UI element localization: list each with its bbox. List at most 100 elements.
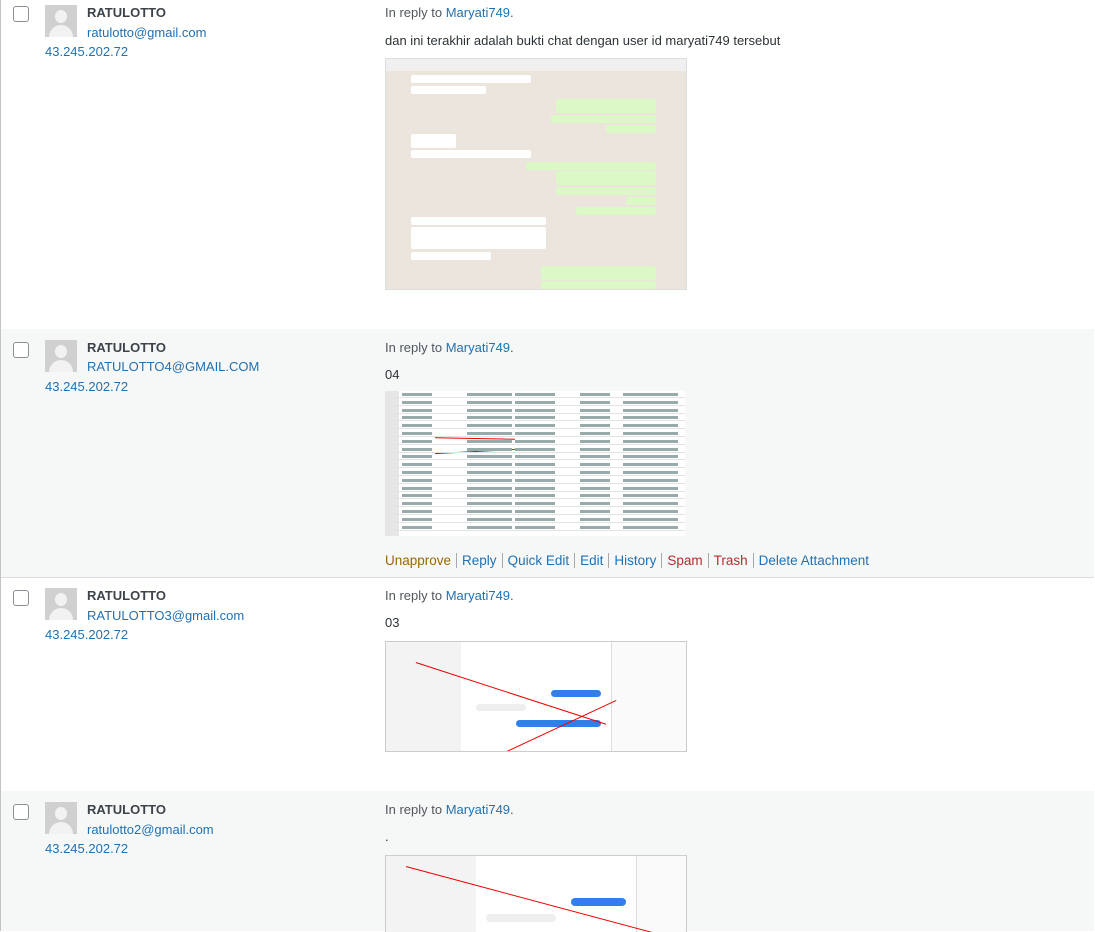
image-detail [402,455,432,459]
row-action[interactable]: Spam [661,553,708,568]
row-action[interactable]: Delete Attachment [752,553,874,568]
attachment-image[interactable] [385,855,687,932]
image-detail [623,393,678,396]
image-detail [580,393,610,396]
image-detail [515,471,555,474]
reply-info: In reply to Maryati749. [385,802,514,818]
image-detail [515,486,555,490]
row-action[interactable]: History [608,553,662,568]
image-detail [467,393,512,396]
image-detail [385,521,685,523]
image-detail [580,439,610,443]
row-action[interactable]: Edit [574,553,609,568]
image-detail [623,502,678,506]
image-detail [580,416,610,420]
row-action[interactable]: Trash [707,553,753,568]
reply-link[interactable]: Maryati749 [445,5,511,20]
image-detail [402,393,432,396]
row-action[interactable]: Reply [456,553,502,568]
reply-end: . [510,5,514,20]
image-detail [515,447,555,451]
author-name: RATULOTTO [87,588,166,603]
image-detail [402,463,432,467]
image-detail [623,416,678,420]
image-detail [385,506,685,508]
image-detail [515,478,555,482]
author-email[interactable]: ratulotto@gmail.com [87,25,207,40]
image-detail [580,408,610,412]
image-detail [580,517,610,521]
attachment-image[interactable] [385,641,687,752]
image-detail [580,486,610,490]
author-ip[interactable]: 43.245.202.72 [45,379,129,394]
reply-info: In reply to Maryati749. [385,588,514,604]
image-detail [467,447,512,451]
attachment-image[interactable] [385,58,687,290]
checkbox[interactable] [13,6,29,22]
row-action[interactable]: Quick Edit [501,553,575,568]
checkbox[interactable] [13,590,29,606]
author-email[interactable]: RATULOTTO3@gmail.com [87,608,245,623]
image-detail [580,400,610,404]
author-ip[interactable]: 43.245.202.72 [45,841,129,856]
image-detail [623,510,678,513]
image-detail [580,463,610,467]
avatar [45,588,77,620]
checkbox[interactable] [13,804,29,820]
image-detail [402,447,432,451]
author-email[interactable]: RATULOTTO4@GMAIL.COM [87,359,260,374]
image-detail [515,510,555,513]
image-detail [623,494,678,498]
reply-link[interactable]: Maryati749 [445,588,511,603]
comment-row: RATULOTTO ratulotto2@gmail.com 43.245.20… [0,791,1094,932]
row-action[interactable]: Unapprove [385,553,452,568]
image-detail [515,408,555,412]
image-detail [623,424,678,428]
image-detail [623,400,678,404]
image-detail [580,447,610,451]
reply-link[interactable]: Maryati749 [445,340,511,355]
attachment-image[interactable] [385,391,685,536]
image-detail [385,443,685,445]
image-detail [623,439,678,443]
image-detail [623,463,678,467]
reply-link[interactable]: Maryati749 [445,802,511,817]
image-detail [580,502,610,506]
reply-end: . [510,340,514,355]
author-name: RATULOTTO [87,5,166,20]
author-email[interactable]: ratulotto2@gmail.com [87,822,214,837]
image-detail [467,439,512,443]
reply-info: In reply to Maryati749. [385,5,514,21]
image-detail [467,517,512,521]
image-detail [385,412,685,414]
image-detail [402,478,432,482]
image-detail [385,404,685,406]
image-detail [402,439,432,443]
image-detail [385,498,685,500]
image-detail [580,478,610,482]
image-detail [467,424,512,428]
reply-label: In reply to [385,588,443,603]
image-detail [385,420,685,422]
image-detail [385,459,685,461]
image-detail [515,393,555,396]
image-detail [623,455,678,459]
image-detail [402,400,432,404]
image-detail [623,478,678,482]
image-detail [467,502,512,506]
image-detail [515,432,555,435]
reply-label: In reply to [385,802,443,817]
image-detail [402,517,432,521]
image-detail [402,471,432,474]
author-ip[interactable]: 43.245.202.72 [45,44,129,59]
image-detail [580,510,610,513]
image-detail [580,525,610,529]
comment-row: RATULOTTO RATULOTTO4@GMAIL.COM 43.245.20… [0,329,1094,578]
author-ip[interactable]: 43.245.202.72 [45,627,129,642]
checkbox[interactable] [13,342,29,358]
image-detail [515,463,555,467]
image-detail [402,408,432,412]
comment-text: 04 [385,367,400,382]
image-detail [402,494,432,498]
